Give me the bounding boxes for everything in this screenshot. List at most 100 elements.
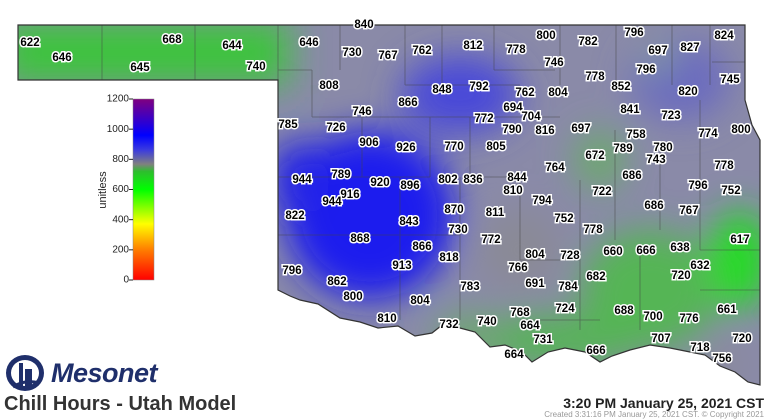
station-value: 666 bbox=[636, 245, 655, 257]
station-value: 718 bbox=[690, 342, 710, 354]
station-value: 694 bbox=[503, 102, 523, 114]
station-value: 668 bbox=[162, 34, 182, 46]
station-value: 646 bbox=[299, 37, 318, 49]
station-value: 778 bbox=[585, 71, 605, 83]
station-value: 762 bbox=[412, 45, 431, 57]
station-value: 913 bbox=[392, 260, 411, 272]
station-value: 811 bbox=[486, 207, 505, 219]
station-value: 645 bbox=[130, 62, 150, 74]
station-value: 766 bbox=[508, 262, 527, 274]
station-value: 644 bbox=[222, 40, 242, 52]
station-value: 810 bbox=[503, 185, 522, 197]
station-value: 804 bbox=[548, 87, 568, 99]
station-value: 724 bbox=[555, 303, 575, 315]
station-value: 726 bbox=[326, 122, 345, 134]
station-value: 772 bbox=[481, 234, 500, 246]
station-value: 688 bbox=[614, 305, 634, 317]
station-value: 780 bbox=[653, 142, 672, 154]
station-value: 785 bbox=[278, 119, 298, 131]
county-borders bbox=[101, 25, 760, 330]
station-value: 920 bbox=[370, 177, 389, 189]
station-value: 762 bbox=[515, 87, 534, 99]
station-value: 743 bbox=[646, 154, 665, 166]
station-value: 691 bbox=[525, 278, 545, 290]
station-labels: 622 646 668 645 644 740 646 840 730 767 762 812 778 8… bbox=[19, 18, 753, 367]
colorbar-tick-label: 600 bbox=[112, 184, 129, 195]
station-value: 870 bbox=[444, 204, 463, 216]
station-value: 774 bbox=[698, 128, 718, 140]
colorbar-tick-label: 1000 bbox=[107, 124, 130, 135]
station-value: 697 bbox=[571, 123, 590, 135]
station-value: 789 bbox=[613, 143, 632, 155]
station-value: 827 bbox=[680, 42, 699, 54]
colorbar-tick-label: 0 bbox=[123, 275, 129, 286]
station-value: 783 bbox=[460, 281, 479, 293]
station-value: 916 bbox=[340, 189, 359, 201]
colorbar-unit-label: unitless bbox=[97, 171, 109, 209]
station-value: 664 bbox=[520, 320, 540, 332]
station-value: 944 bbox=[322, 196, 342, 208]
station-value: 804 bbox=[410, 295, 430, 307]
station-value: 767 bbox=[679, 205, 698, 217]
oklahoma-map: 622 646 668 645 644 740 646 840 730 767 762 812 778 8… bbox=[17, 18, 761, 386]
station-value: 796 bbox=[636, 64, 655, 76]
colorbar-tick-label: 400 bbox=[112, 214, 129, 225]
station-value: 796 bbox=[688, 180, 707, 192]
mesonet-logo: Mesonet bbox=[5, 353, 158, 393]
station-value: 800 bbox=[536, 30, 555, 42]
station-value: 707 bbox=[651, 333, 670, 345]
station-value: 844 bbox=[507, 172, 527, 184]
mesonet-tower-icon bbox=[6, 355, 44, 391]
station-value: 820 bbox=[678, 86, 697, 98]
station-value: 776 bbox=[679, 313, 698, 325]
station-value: 868 bbox=[350, 233, 370, 245]
station-value: 836 bbox=[463, 174, 482, 186]
station-value: 778 bbox=[714, 160, 734, 172]
station-value: 782 bbox=[578, 36, 597, 48]
station-value: 728 bbox=[560, 250, 580, 262]
station-value: 746 bbox=[352, 106, 371, 118]
station-value: 764 bbox=[545, 162, 565, 174]
station-value: 745 bbox=[720, 74, 740, 86]
station-value: 789 bbox=[331, 169, 350, 181]
station-value: 800 bbox=[343, 291, 362, 303]
station-value: 822 bbox=[285, 210, 304, 222]
station-value: 622 bbox=[20, 37, 39, 49]
station-value: 848 bbox=[432, 84, 452, 96]
station-value: 731 bbox=[533, 334, 553, 346]
station-value: 767 bbox=[378, 50, 397, 62]
station-value: 632 bbox=[690, 260, 709, 272]
station-value: 805 bbox=[486, 141, 506, 153]
station-value: 638 bbox=[670, 242, 690, 254]
station-value: 926 bbox=[396, 142, 415, 154]
station-value: 732 bbox=[439, 319, 458, 331]
station-value: 866 bbox=[398, 97, 417, 109]
station-value: 804 bbox=[525, 249, 545, 261]
station-value: 866 bbox=[412, 241, 431, 253]
station-value: 768 bbox=[510, 307, 530, 319]
colorbar-tick-label: 200 bbox=[112, 244, 129, 255]
station-value: 660 bbox=[603, 246, 622, 258]
station-value: 746 bbox=[544, 57, 563, 69]
station-value: 812 bbox=[463, 40, 482, 52]
station-value: 843 bbox=[399, 216, 418, 228]
station-value: 752 bbox=[721, 185, 740, 197]
station-value: 862 bbox=[327, 276, 346, 288]
station-value: 840 bbox=[354, 19, 373, 31]
station-value: 756 bbox=[712, 353, 731, 365]
station-value: 730 bbox=[448, 224, 467, 236]
station-value: 752 bbox=[554, 213, 573, 225]
station-value: 740 bbox=[246, 61, 265, 73]
colorbar-gradient bbox=[132, 98, 155, 281]
station-value: 682 bbox=[586, 271, 605, 283]
station-value: 778 bbox=[583, 224, 603, 236]
station-value: 686 bbox=[644, 200, 663, 212]
station-value: 700 bbox=[643, 311, 662, 323]
station-value: 784 bbox=[558, 281, 578, 293]
station-value: 723 bbox=[661, 110, 680, 122]
valid-time: 3:20 PM January 25, 2021 CST bbox=[563, 395, 764, 411]
station-value: 794 bbox=[532, 195, 552, 207]
station-value: 664 bbox=[504, 349, 524, 361]
station-value: 852 bbox=[611, 81, 630, 93]
